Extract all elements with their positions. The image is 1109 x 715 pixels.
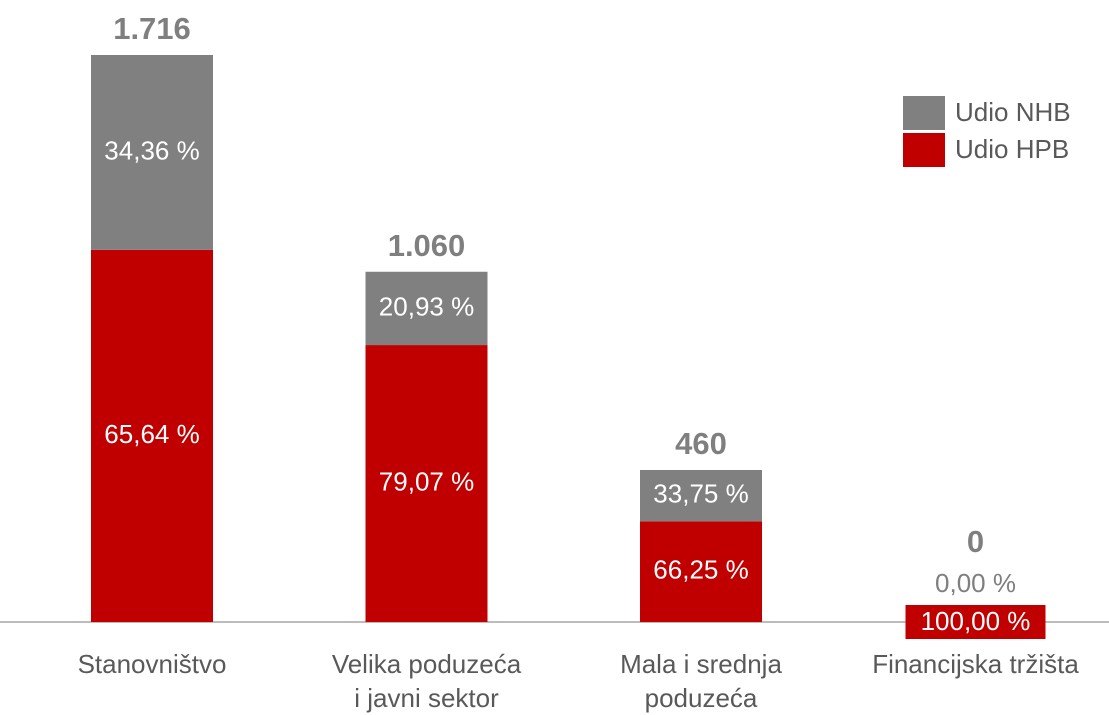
legend-swatch (903, 96, 945, 130)
legend-label: Udio HPB (955, 134, 1069, 164)
total-label: 1.716 (113, 11, 191, 46)
bar-segment (640, 521, 762, 622)
bar-segment (640, 470, 762, 522)
x-tick-label: Velika poduzeća (332, 649, 522, 679)
segment-label: 79,07 % (379, 466, 474, 496)
total-label: 1.060 (388, 228, 466, 263)
segment-label: 20,93 % (379, 291, 474, 321)
segment-label: 100,00 % (921, 606, 1031, 636)
legend-label: Udio NHB (955, 97, 1071, 127)
x-tick-label: poduzeća (645, 683, 758, 713)
label-box (905, 605, 1046, 639)
bar-segment (91, 249, 213, 622)
x-tick-label: i javni sektor (354, 683, 499, 713)
segment-label: 66,25 % (653, 555, 748, 585)
x-tick-label: Mala i srednja (620, 649, 782, 679)
x-tick-label: Financijska tržišta (872, 649, 1079, 679)
legend-swatch (903, 133, 945, 167)
bar-segment (91, 55, 213, 250)
segment-label: 0,00 % (935, 568, 1016, 598)
bar-segment (365, 271, 488, 346)
total-label: 460 (675, 426, 727, 461)
segment-label: 65,64 % (104, 419, 199, 449)
bar-segment (365, 345, 488, 622)
x-tick-label: Stanovništvo (78, 649, 227, 679)
segment-label: 34,36 % (104, 135, 199, 165)
total-label: 0 (967, 524, 984, 559)
segment-label: 33,75 % (653, 479, 748, 509)
